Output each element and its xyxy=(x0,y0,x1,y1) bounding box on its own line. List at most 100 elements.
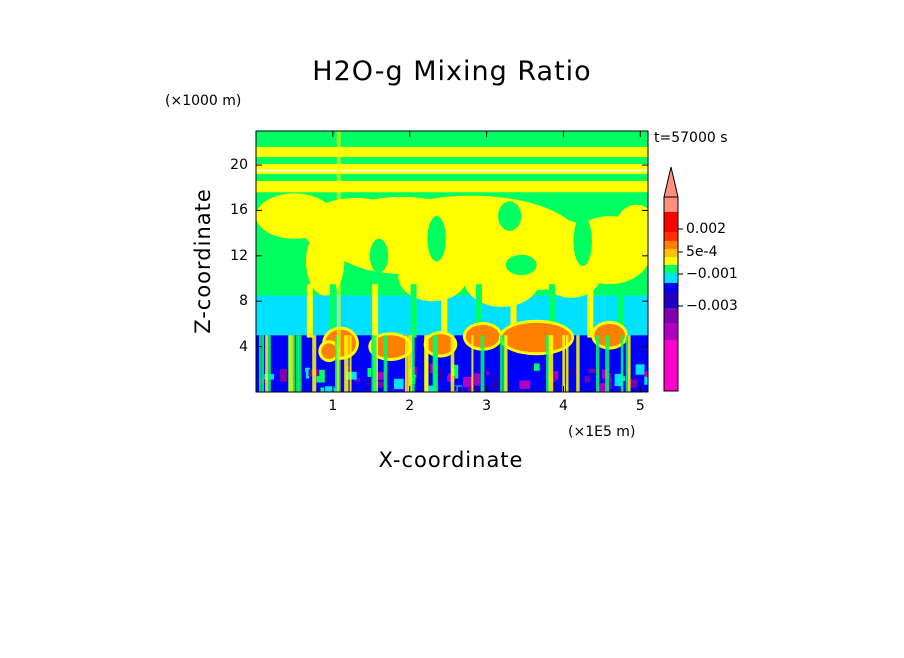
bl-patch-69 xyxy=(377,372,386,380)
bl-patch-54 xyxy=(565,369,574,376)
bl-streak-4 xyxy=(450,335,455,392)
bl-patch-55 xyxy=(533,363,540,371)
bl-streak-11 xyxy=(546,335,550,392)
x-axis-unit: (×1E5 m) xyxy=(568,424,636,440)
bl-streak-21 xyxy=(471,335,474,392)
bl-streak-1 xyxy=(312,335,317,392)
colorbar-swatch-10 xyxy=(664,232,678,241)
colorbar-swatch-6 xyxy=(664,265,678,273)
bl-patch-6 xyxy=(519,380,531,389)
colorbar-label: −0.003 xyxy=(686,298,738,314)
stem-6 xyxy=(510,284,517,338)
y-tick-label: 12 xyxy=(230,247,248,264)
bl-streak-38 xyxy=(371,335,377,392)
bl-patch-49 xyxy=(365,378,375,388)
colorbar-swatch-5 xyxy=(664,273,678,283)
bl-patch-2 xyxy=(367,367,372,377)
colorbar-swatch-3 xyxy=(664,292,678,308)
stem-0 xyxy=(306,284,313,338)
time-annotation: t=57000 s xyxy=(654,130,728,146)
bl-patch-31 xyxy=(491,376,499,390)
x-tick-label: 1 xyxy=(328,398,338,414)
cell-1 xyxy=(371,335,410,358)
bl-streak-31 xyxy=(349,335,352,392)
bl-streak-12 xyxy=(562,335,566,392)
stem-4 xyxy=(441,284,448,338)
bl-streak-26 xyxy=(596,335,600,392)
stem-1 xyxy=(329,284,336,338)
bl-streak-35 xyxy=(292,335,296,392)
plume-gap-1 xyxy=(498,201,522,231)
bl-streak-36 xyxy=(548,335,554,392)
bl-patch-41 xyxy=(457,386,463,392)
colorbar-swatch-2 xyxy=(664,308,678,323)
colorbar xyxy=(663,166,683,392)
bl-patch-39 xyxy=(644,371,648,377)
bl-patch-56 xyxy=(474,373,481,386)
bl-patch-36 xyxy=(428,385,437,392)
bl-patch-33 xyxy=(451,364,459,379)
cell-2 xyxy=(426,334,455,355)
bl-streak-5 xyxy=(625,335,628,392)
colorbar-swatch-1 xyxy=(664,323,678,340)
bl-patch-21 xyxy=(316,369,325,383)
colorbar-swatch-4 xyxy=(664,283,678,292)
bl-patch-28 xyxy=(432,369,444,381)
bl-streak-3 xyxy=(383,335,386,392)
plume-7 xyxy=(613,204,648,262)
colorbar-swatch-0 xyxy=(664,340,678,391)
bl-streak-27 xyxy=(565,335,569,392)
stem-8 xyxy=(587,284,594,338)
y-tick-label: 8 xyxy=(239,293,248,310)
bl-streak-29 xyxy=(503,335,506,392)
x-tick-label: 4 xyxy=(558,398,568,414)
yellow-band-2 xyxy=(256,180,648,193)
colorbar-swatch-12 xyxy=(664,197,678,212)
colorbar-extend-arrow xyxy=(663,166,679,198)
chart-title: H2O-g Mixing Ratio xyxy=(312,56,592,87)
bl-patch-64 xyxy=(485,370,490,375)
cell-5 xyxy=(594,323,625,347)
plume-gap-0 xyxy=(427,216,446,262)
bl-streak-22 xyxy=(424,335,429,392)
vertical-streak xyxy=(336,131,341,392)
bl-patch-63 xyxy=(377,381,385,388)
plot-frame xyxy=(255,130,649,393)
colorbar-label: 5e-4 xyxy=(686,244,718,260)
bl-patch-12 xyxy=(630,379,638,388)
bl-streak-32 xyxy=(500,335,503,392)
bl-patch-61 xyxy=(393,378,404,389)
bl-patch-26 xyxy=(320,387,325,392)
bl-patch-45 xyxy=(354,377,360,382)
plume-6 xyxy=(305,227,345,296)
colorbar-swatch-11 xyxy=(664,212,678,232)
bl-patch-10 xyxy=(553,371,559,380)
axis-ticks xyxy=(256,131,648,392)
plume-gap-2 xyxy=(573,216,592,267)
bl-streak-14 xyxy=(297,335,302,392)
bl-patch-32 xyxy=(463,376,474,388)
bl-patch-29 xyxy=(506,380,511,392)
x-tick-label: 2 xyxy=(405,398,415,414)
bl-streak-9 xyxy=(576,335,580,392)
bl-streak-25 xyxy=(407,335,413,392)
bl-streak-20 xyxy=(267,335,271,392)
cell-6 xyxy=(321,343,337,360)
stem-3 xyxy=(410,284,417,338)
bl-patch-7 xyxy=(347,373,352,386)
layer-cyan xyxy=(256,295,648,336)
colorbar-frame xyxy=(663,196,679,392)
colorbar-swatch-8 xyxy=(664,249,678,257)
bl-streak-34 xyxy=(504,335,508,392)
bl-streak-24 xyxy=(620,335,624,392)
bl-streak-37 xyxy=(259,335,262,392)
bl-patch-67 xyxy=(598,383,609,392)
cell-4 xyxy=(501,322,572,353)
bl-patch-15 xyxy=(635,364,645,375)
bl-streak-15 xyxy=(344,335,349,392)
plume-gap-3 xyxy=(369,238,389,273)
stem-2 xyxy=(372,284,379,338)
yellow-band-1 xyxy=(256,163,648,175)
